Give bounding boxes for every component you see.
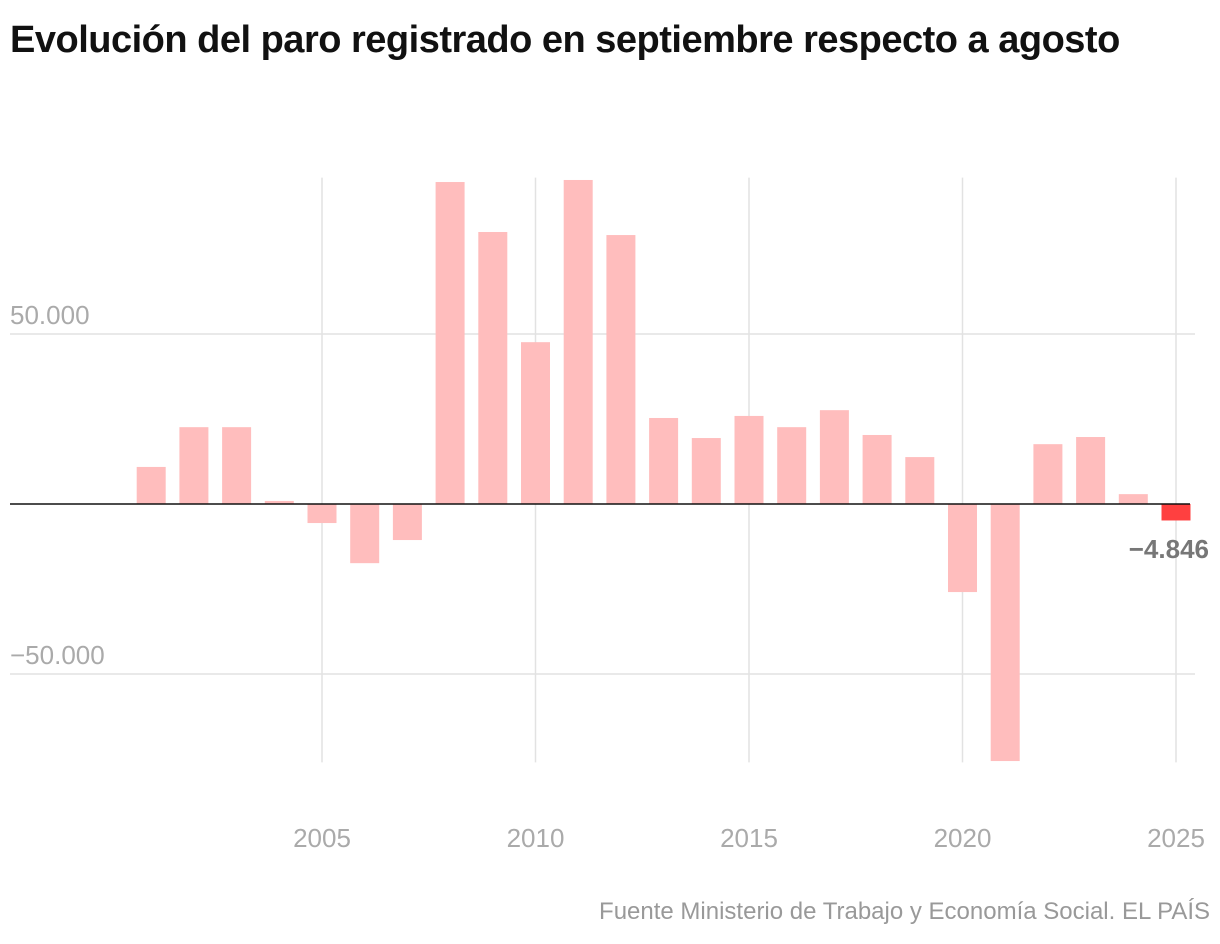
bar-2013 <box>649 417 679 504</box>
bar-2011 <box>563 179 593 505</box>
source-note: Fuente Ministerio de Trabajo y Economía … <box>599 898 1210 925</box>
bar-2014 <box>691 438 721 504</box>
x-tick-label: 2020 <box>934 823 992 853</box>
bar-2006 <box>350 504 380 564</box>
bar-2021 <box>990 504 1020 762</box>
bar-2009 <box>478 232 508 504</box>
x-tick-label: 2015 <box>720 823 778 853</box>
x-tick-label: 2025 <box>1147 823 1205 853</box>
bar-2024 <box>1118 494 1148 504</box>
y-tick-label: 50.000 <box>10 300 90 330</box>
bar-2017 <box>819 410 849 504</box>
bar-2004 <box>264 500 294 504</box>
bar-2012 <box>606 235 636 504</box>
bar-2007 <box>392 504 422 541</box>
bar-2016 <box>777 427 807 504</box>
bar-2005 <box>307 504 337 524</box>
bar-2002 <box>179 427 209 504</box>
bar-2001 <box>136 466 166 504</box>
bar-2015 <box>734 415 764 504</box>
y-tick-label: −50.000 <box>10 640 105 670</box>
bar-2022 <box>1033 444 1063 504</box>
bar-2010 <box>521 342 550 504</box>
x-tick-label: 2010 <box>507 823 565 853</box>
bar-2019 <box>905 457 935 504</box>
bar-2020 <box>948 504 977 593</box>
bar-2023 <box>1076 437 1106 504</box>
bar-2003 <box>222 427 252 504</box>
data-label-2025: −4.846 <box>1129 534 1209 564</box>
bar-2008 <box>435 182 465 504</box>
x-tick-label: 2005 <box>293 823 351 853</box>
bar-2025 <box>1161 504 1191 521</box>
bar-2018 <box>862 434 892 504</box>
chart-title: Evolución del paro registrado en septiem… <box>10 19 1120 61</box>
